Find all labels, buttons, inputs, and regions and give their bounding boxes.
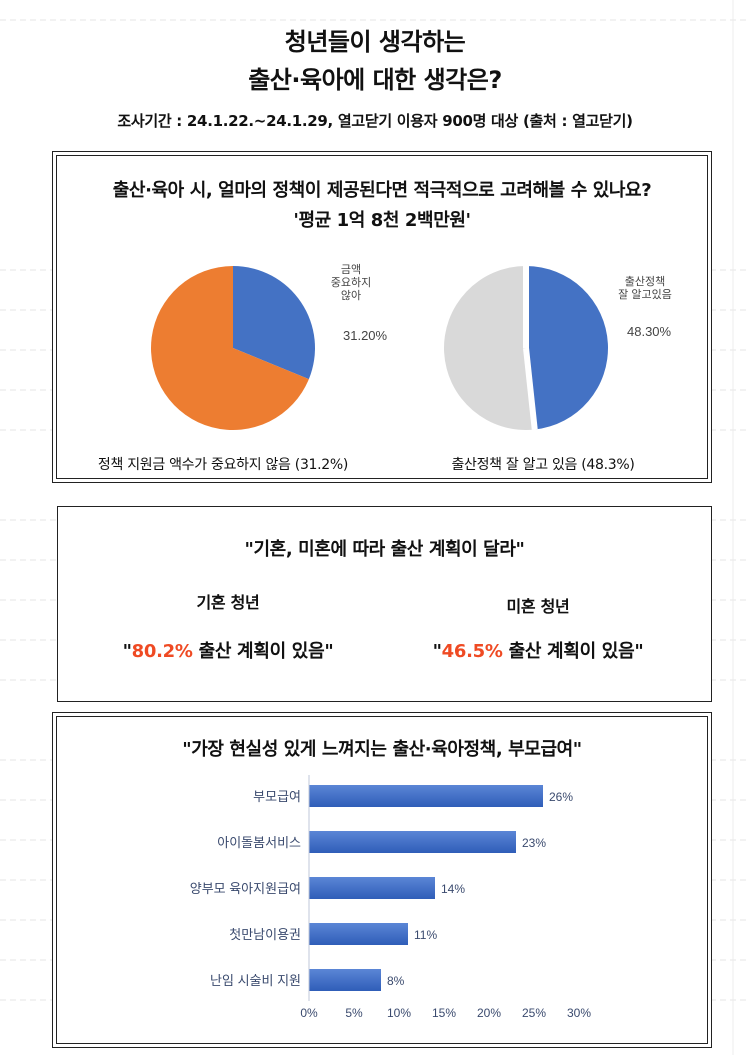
section3-title: "가장 현실성 있게 느껴지는 출산·육아정책, 부모급여": [182, 739, 582, 760]
bar: [309, 877, 435, 899]
pie2-slice-0: [526, 266, 608, 430]
policy-bar-chart: 부모급여 26% 아이돌봄서비스 23% 양부모 육아지원급여 14% 첫만남이용권 11% 난…: [190, 775, 591, 1020]
single-plan-text: 출산 계획이 있음": [502, 641, 644, 662]
bar-category-label: 아이돌봄서비스: [217, 835, 301, 850]
pie2-slice-label: 출산정책 잘 알고있음: [618, 276, 672, 301]
panel-inner-border: [56, 155, 708, 479]
x-tick-label: 30%: [567, 1006, 591, 1020]
pie2-slice-value: 48.30%: [627, 324, 672, 339]
bar-value-label: 14%: [441, 882, 465, 896]
married-plan-text: 출산 계획이 있음": [192, 641, 334, 662]
x-tick-label: 15%: [432, 1006, 456, 1020]
bar-value-label: 23%: [522, 836, 546, 850]
x-tick-label: 20%: [477, 1006, 501, 1020]
marital-plan-panel: "기혼, 미혼에 따라 출산 계획이 달라" 기혼 청년 "80.2% 출산 계…: [57, 506, 712, 702]
pie1-slice-value: 31.20%: [343, 328, 388, 343]
pie-chart-amount: [151, 266, 315, 430]
x-tick-label: 10%: [387, 1006, 411, 1020]
pie2-caption: 출산정책 잘 알고 있음 (48.3%): [451, 457, 635, 473]
bar-category-label: 부모급여: [253, 789, 301, 804]
bar: [309, 923, 408, 945]
bar-value-label: 8%: [387, 974, 405, 988]
pie-chart-awareness: [444, 266, 608, 430]
pie1-slice-0: [233, 266, 315, 380]
bar: [309, 785, 543, 807]
pie2-separator-1: [523, 347, 538, 430]
bar: [309, 969, 381, 991]
married-youth-title: 기혼 청년: [196, 593, 260, 612]
pie1-slices: [151, 266, 315, 430]
section2-title: "기혼, 미혼에 따라 출산 계획이 달라": [244, 539, 525, 560]
pie1-slice-1: [151, 266, 309, 430]
x-tick-label: 0%: [300, 1006, 318, 1020]
x-tick-label: 5%: [345, 1006, 363, 1020]
pie1-caption: 정책 지원금 액수가 중요하지 않음 (31.2%): [97, 457, 349, 473]
married-plan-percent: 80.2%: [131, 641, 193, 662]
bar-value-label: 11%: [414, 928, 437, 942]
single-youth-stat: "46.5% 출산 계획이 있음": [398, 637, 678, 663]
bar-category-label: 난임 시술비 지원: [210, 973, 301, 988]
married-open-quote: ": [122, 641, 132, 662]
x-tick-label: 25%: [522, 1006, 546, 1020]
page-title-line1: 청년들이 생각하는: [284, 28, 466, 56]
bar-category-label: 양부모 육아지원급여: [190, 881, 301, 896]
panel-inner-border: [56, 716, 708, 1044]
survey-info: 조사기간 : 24.1.22.~24.1.29, 열고닫기 이용자 900명 대…: [117, 112, 633, 130]
single-open-quote: ": [432, 641, 442, 662]
pie2-slices: [444, 266, 608, 430]
single-plan-percent: 46.5%: [441, 641, 503, 662]
pie2-slice-1: [444, 266, 535, 430]
section1-answer: '평균 1억 8천 2백만원': [293, 210, 471, 231]
policy-amount-panel: 출산·육아 시, 얼마의 정책이 제공된다면 적극적으로 고려해볼 수 있나요?…: [52, 151, 712, 483]
pie1-slice-label: 금액 중요하지 않아: [330, 264, 372, 302]
single-youth-title: 미혼 청년: [506, 597, 570, 616]
bar-category-label: 첫만남이용권: [229, 927, 301, 942]
page-title-line2: 출산·육아에 대한 생각은?: [248, 66, 502, 94]
married-youth-stat: "80.2% 출산 계획이 있음": [88, 637, 368, 663]
policy-ranking-panel: "가장 현실성 있게 느껴지는 출산·육아정책, 부모급여" 부모급여 26% 아이…: [52, 712, 712, 1048]
bar-value-label: 26%: [549, 790, 573, 804]
bar: [309, 831, 516, 853]
section1-question: 출산·육아 시, 얼마의 정책이 제공된다면 적극적으로 고려해볼 수 있나요?: [112, 180, 652, 201]
